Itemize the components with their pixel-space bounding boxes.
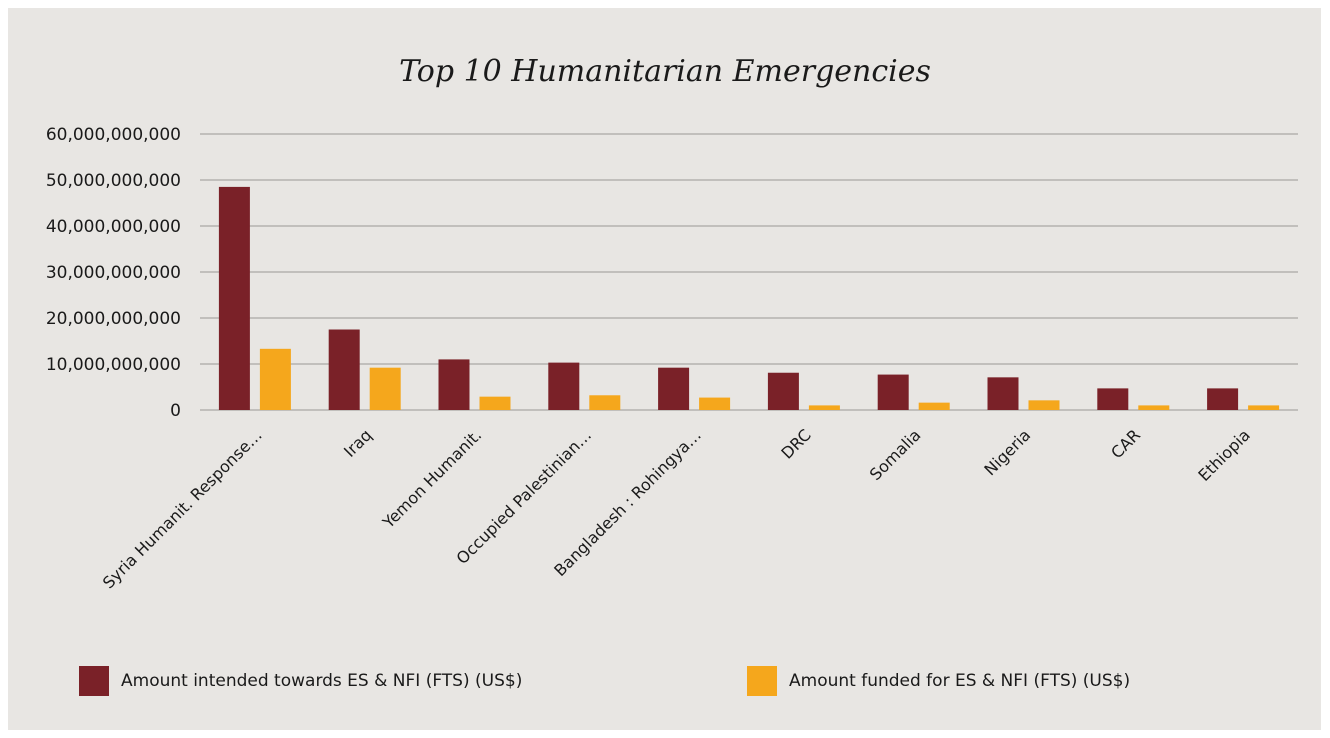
legend-swatch-intended [79,666,109,696]
x-category-label: Syria Humanit. Response… [99,425,266,592]
bar-funded [918,402,950,410]
bar-funded [369,367,401,410]
bar-funded [479,396,511,410]
y-axis-tick-labels: 0 10,000,000,000 20,000,000,000 30,000,000,… [46,125,181,421]
bar-funded [259,348,291,410]
bar-funded [1248,405,1280,410]
bar-intended [877,374,909,410]
x-axis-category-labels: Syria Humanit. Response… Iraq Yemon Humani… [99,425,1254,592]
bar-intended [438,359,470,410]
chart-title: Top 10 Humanitarian Emergencies [399,54,931,89]
x-category-label: Yemon Humanit. [378,425,485,532]
y-tick-label: 20,000,000,000 [46,309,181,329]
x-category-label: Somalia [866,425,925,484]
bar-funded [1138,405,1170,410]
bar-funded [589,395,621,410]
legend-item-intended: Amount intended towards ES & NFI (FTS) (… [79,666,522,696]
bar-intended [328,329,360,410]
y-tick-label: 10,000,000,000 [46,355,181,375]
legend-label-funded: Amount funded for ES & NFI (FTS) (US$) [789,671,1131,691]
bar-intended [987,377,1019,410]
x-category-label: Ethiopia [1194,425,1254,485]
y-tick-label: 50,000,000,000 [46,171,181,191]
y-tick-label: 40,000,000,000 [46,217,181,237]
bar-funded [808,405,840,410]
x-category-label: DRC [777,425,814,462]
bar-funded [699,397,731,410]
y-tick-label: 60,000,000,000 [46,125,181,145]
legend-item-funded: Amount funded for ES & NFI (FTS) (US$) [747,666,1130,696]
bar-funded [1028,400,1060,410]
bar-intended [767,372,799,410]
gridlines [200,133,1298,411]
bar-intended [658,367,690,410]
x-category-label: CAR [1107,425,1144,462]
bar-intended [1207,388,1239,410]
x-category-label: Iraq [340,425,376,461]
bar-intended [548,362,580,410]
bars [218,186,1280,410]
legend-label-intended: Amount intended towards ES & NFI (FTS) (… [121,671,523,691]
bar-intended [1097,388,1129,410]
y-tick-label: 30,000,000,000 [46,263,181,283]
x-category-label: Nigeria [980,425,1034,479]
bar-intended [218,186,250,410]
y-tick-label: 0 [170,401,181,421]
legend-swatch-funded [747,666,777,696]
